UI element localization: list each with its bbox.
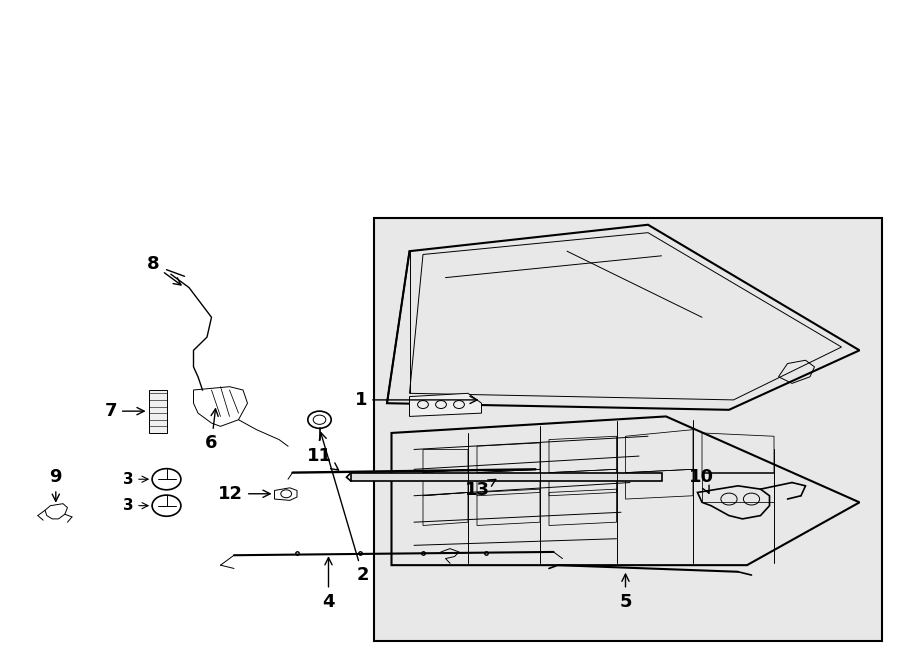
Text: 10: 10	[688, 468, 714, 493]
Text: 4: 4	[322, 558, 335, 611]
Text: 9: 9	[50, 468, 62, 501]
Text: 6: 6	[205, 409, 218, 452]
Text: 8: 8	[147, 255, 181, 285]
Text: 7: 7	[104, 402, 144, 420]
Polygon shape	[148, 390, 166, 433]
Text: 12: 12	[218, 485, 270, 503]
Text: 5: 5	[619, 574, 632, 611]
Text: 2: 2	[320, 432, 369, 584]
Text: 1: 1	[355, 391, 477, 409]
Text: 11: 11	[307, 447, 338, 470]
Text: 3: 3	[122, 472, 148, 486]
Text: 13: 13	[464, 479, 496, 500]
Polygon shape	[410, 393, 482, 416]
Text: 3: 3	[122, 498, 148, 513]
Bar	[374, 218, 882, 641]
Polygon shape	[351, 473, 662, 481]
